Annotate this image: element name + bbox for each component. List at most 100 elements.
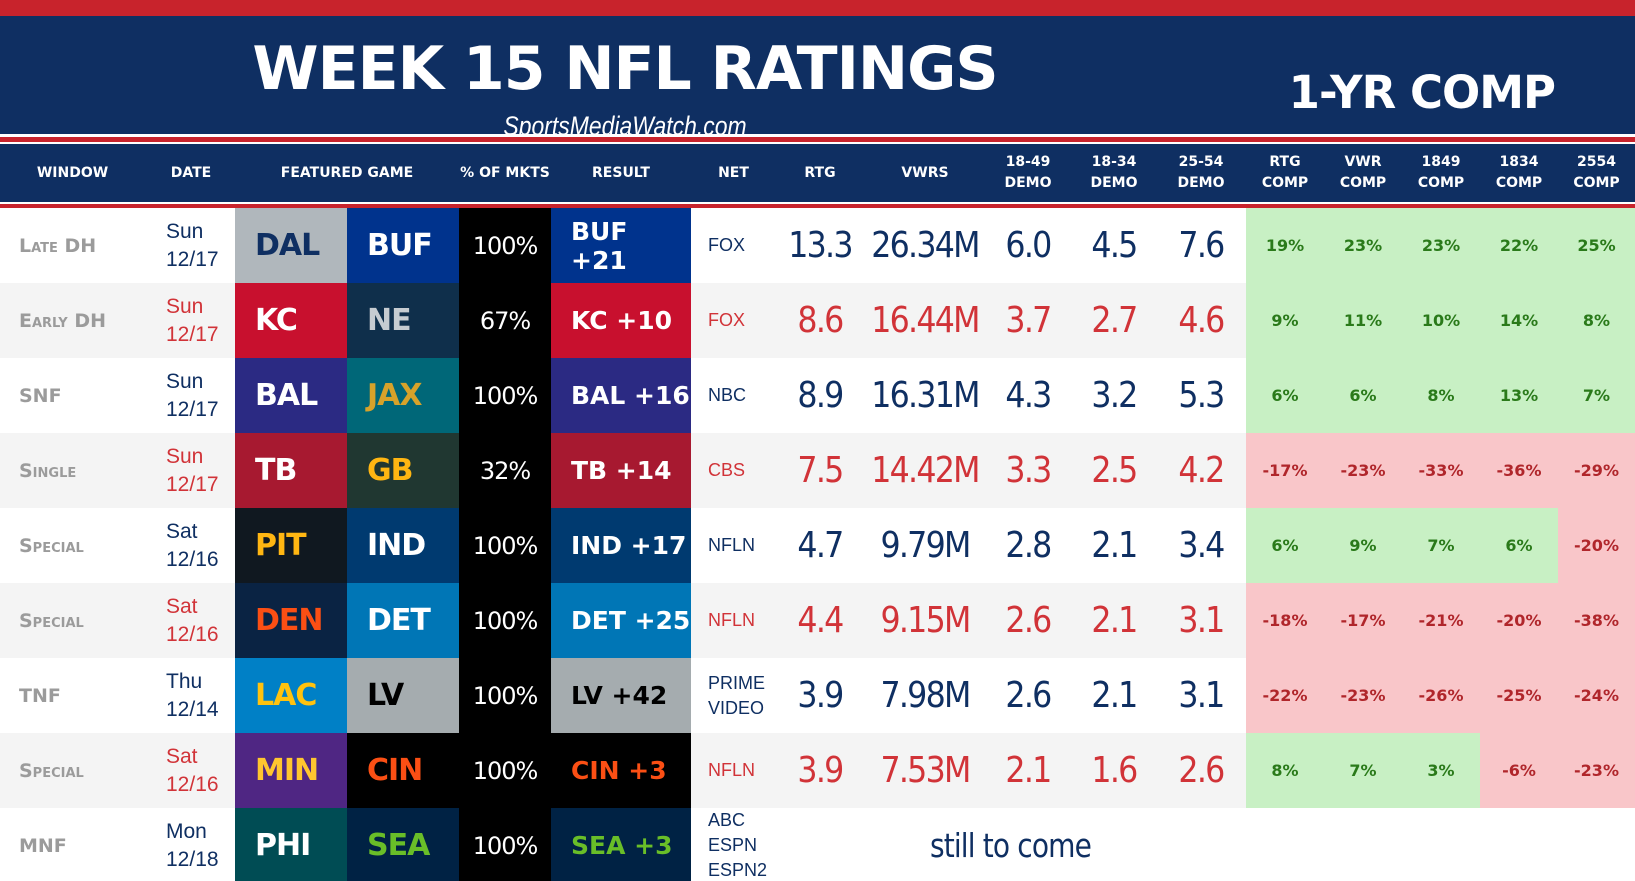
demo-25-54: 5.3 [1178, 375, 1225, 416]
home-team: GB [347, 433, 459, 508]
col-vwrs: VWRS [901, 164, 949, 181]
home-team: NE [347, 283, 459, 358]
demo-18-49: 6.0 [1005, 225, 1052, 266]
game-date: Sat 12/16 [166, 583, 236, 658]
network-name: ESPN2 [708, 860, 768, 880]
table-row: Late DH Sun 12/17 DAL BUF 100% BUF +21 FOX 13.3 2… [0, 208, 1635, 283]
yoy-comp: 7% [1402, 508, 1480, 583]
game-result: IND +17 [551, 508, 691, 583]
network-name: FOX [708, 310, 746, 330]
title-banner: WEEK 15 NFL RATINGS SportsMediaWatch.com… [0, 16, 1635, 141]
col-result: RESULT [592, 164, 650, 181]
col-vwr-comp-l2: COMP [1339, 175, 1387, 191]
yoy-comp: 23% [1324, 208, 1402, 283]
column-header: WINDOW DATE FEATURED GAME % OF MKTS RESU… [0, 144, 1635, 202]
yoy-comp: 8% [1558, 283, 1635, 358]
col-2554-comp-l2: COMP [1573, 175, 1620, 191]
home-team: DET [347, 583, 459, 658]
pct-markets: 100% [459, 808, 551, 881]
game-day: Sat [166, 594, 198, 618]
game-result: DET +25 [551, 583, 691, 658]
network-name: NFLN [708, 610, 756, 630]
yoy-comp: 3% [1402, 733, 1480, 808]
network-name: PRIME [708, 672, 766, 693]
pct-markets: 67% [459, 283, 551, 358]
game-result: SEA +3 [551, 808, 691, 881]
yoy-comp: 6% [1246, 358, 1324, 433]
yoy-comp: 10% [1402, 283, 1480, 358]
col-rtg-comp-l1: RTG [1269, 154, 1301, 170]
demo-25-54: 3.1 [1178, 675, 1225, 716]
col-1834-demo: 18-34 DEMO [1076, 144, 1152, 202]
game-day: Sun [166, 444, 204, 468]
network: NFLN [708, 508, 788, 583]
window-label: Single [19, 459, 77, 482]
network-name: ESPN [708, 835, 758, 855]
away-team: PIT [235, 508, 347, 583]
pct-markets: 100% [459, 733, 551, 808]
window-label: TNF [19, 684, 61, 707]
network-name: FOX [708, 235, 746, 255]
table-row: Special Sat 12/16 PIT IND 100% IND +17 NFLN 4.7 9… [0, 508, 1635, 583]
col-1834-demo-l2: DEMO [1090, 175, 1138, 191]
network-name: NFLN [708, 760, 756, 780]
yoy-comp: 25% [1558, 208, 1635, 283]
demo-18-34: 2.1 [1091, 675, 1138, 716]
game-result: BAL +16 [551, 358, 691, 433]
yoy-comp: -26% [1402, 658, 1480, 733]
col-rtg: RTG [804, 164, 836, 181]
col-net: NET [718, 164, 749, 181]
yoy-comp: 6% [1246, 508, 1324, 583]
away-team: TB [235, 433, 347, 508]
away-team: DAL [235, 208, 347, 283]
demo-18-34: 1.6 [1091, 750, 1138, 791]
demo-25-54: 3.4 [1178, 525, 1225, 566]
demo-18-34: 2.7 [1091, 300, 1138, 341]
comparison-label: 1-YR COMP [1288, 66, 1556, 119]
yoy-comp: -24% [1558, 658, 1635, 733]
yoy-comp: 8% [1402, 358, 1480, 433]
game-date-value: 12/14 [166, 697, 219, 721]
demo-25-54: 3.1 [1178, 600, 1225, 641]
game-result: TB +14 [551, 433, 691, 508]
yoy-comp: 19% [1246, 208, 1324, 283]
away-team: DEN [235, 583, 347, 658]
game-date: Sun 12/17 [166, 208, 236, 283]
col-2554-comp-l1: 2554 [1577, 154, 1616, 170]
window-label: Special [19, 759, 84, 782]
yoy-comp: -21% [1402, 583, 1480, 658]
yoy-comp: 7% [1558, 358, 1635, 433]
demo-18-34: 3.2 [1091, 375, 1138, 416]
window-label: SNF [19, 384, 62, 407]
col-2554-demo-l1: 25-54 [1178, 154, 1224, 170]
pending-note: still to come [929, 826, 1092, 865]
table-row: SNF Sun 12/17 BAL JAX 100% BAL +16 NBC 8.9 16.31M… [0, 358, 1635, 433]
viewers: 26.34M [871, 225, 980, 266]
yoy-comp: -18% [1246, 583, 1324, 658]
network: FOX [708, 208, 788, 283]
yoy-comp: -36% [1480, 433, 1558, 508]
yoy-comp: -33% [1402, 433, 1480, 508]
viewers: 16.44M [871, 300, 980, 341]
pct-markets: 32% [459, 433, 551, 508]
game-date: Sat 12/16 [166, 733, 236, 808]
home-team: SEA [347, 808, 459, 881]
network-name: VIDEO [708, 697, 765, 718]
viewers: 16.31M [871, 375, 980, 416]
divider [0, 142, 1635, 144]
network: NBC [708, 358, 788, 433]
yoy-comp: -23% [1324, 658, 1402, 733]
game-date-value: 12/18 [166, 847, 219, 871]
demo-25-54: 4.2 [1178, 450, 1225, 491]
away-team: PHI [235, 808, 347, 881]
demo-18-34: 4.5 [1091, 225, 1138, 266]
top-red-bar [0, 0, 1635, 16]
col-1834-demo-l1: 18-34 [1091, 154, 1137, 170]
home-team: CIN [347, 733, 459, 808]
table-row: Single Sun 12/17 TB GB 32% TB +14 CBS 7.5 14.42M 3… [0, 433, 1635, 508]
yoy-comp: -38% [1558, 583, 1635, 658]
rating: 8.6 [797, 300, 844, 341]
yoy-comp: 14% [1480, 283, 1558, 358]
col-1849-demo: 18-49 DEMO [990, 144, 1066, 202]
network-name: ABC [708, 810, 746, 830]
